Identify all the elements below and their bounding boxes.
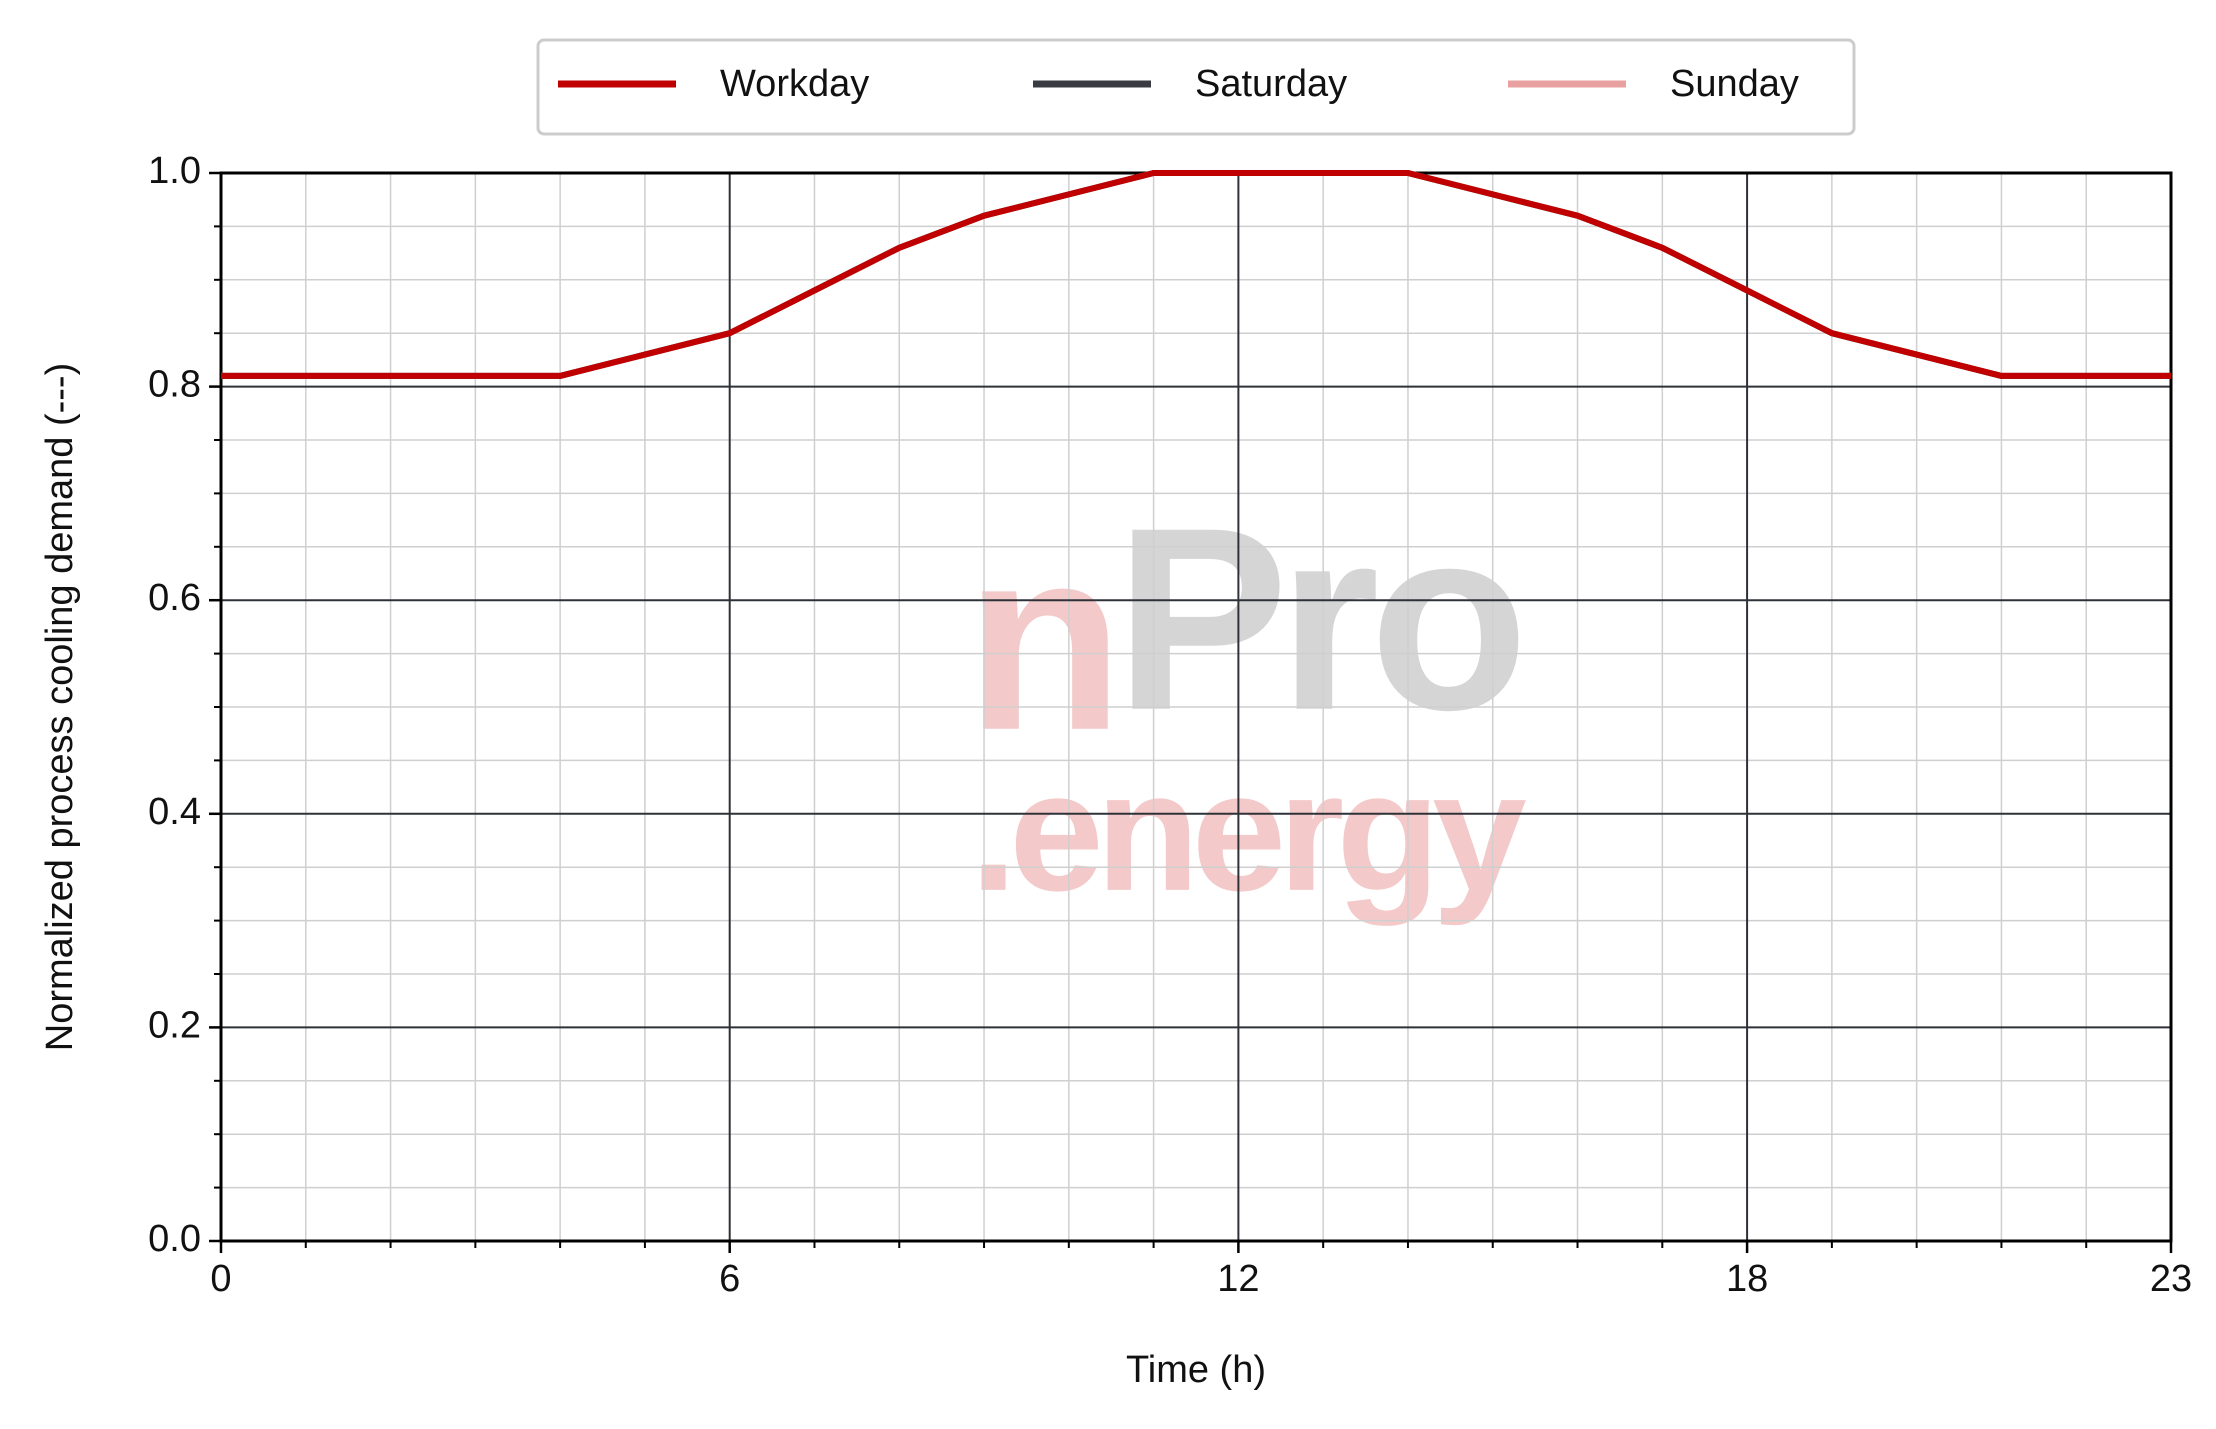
y-axis-label: Normalized process cooling demand (---) [39,363,81,1051]
x-tick-label: 12 [1217,1258,1259,1300]
x-tick-label: 0 [210,1258,231,1300]
x-tick-label: 6 [719,1258,740,1300]
watermark-energy: .energy [970,737,1526,927]
watermark-pro: Pro [1115,475,1520,765]
watermark-n: n [965,495,1114,785]
y-tick-label: 0.8 [148,364,201,406]
legend-label: Workday [720,63,869,105]
series-line [221,170,2171,379]
x-tick-label: 18 [1726,1258,1768,1300]
legend-label: Saturday [1195,63,1347,105]
x-tick-label: 23 [2150,1258,2192,1300]
y-tick-label: 0.4 [148,791,201,833]
watermark: n Pro .energy [965,475,1534,927]
x-axis-label: Time (h) [1126,1349,1266,1391]
y-tick-label: 1.0 [148,150,201,192]
legend-label: Sunday [1670,63,1799,105]
y-tick-label: 0.2 [148,1004,201,1046]
y-tick-label: 0.6 [148,577,201,619]
y-tick-label: 0.0 [148,1218,201,1260]
legend-box [536,38,1856,136]
